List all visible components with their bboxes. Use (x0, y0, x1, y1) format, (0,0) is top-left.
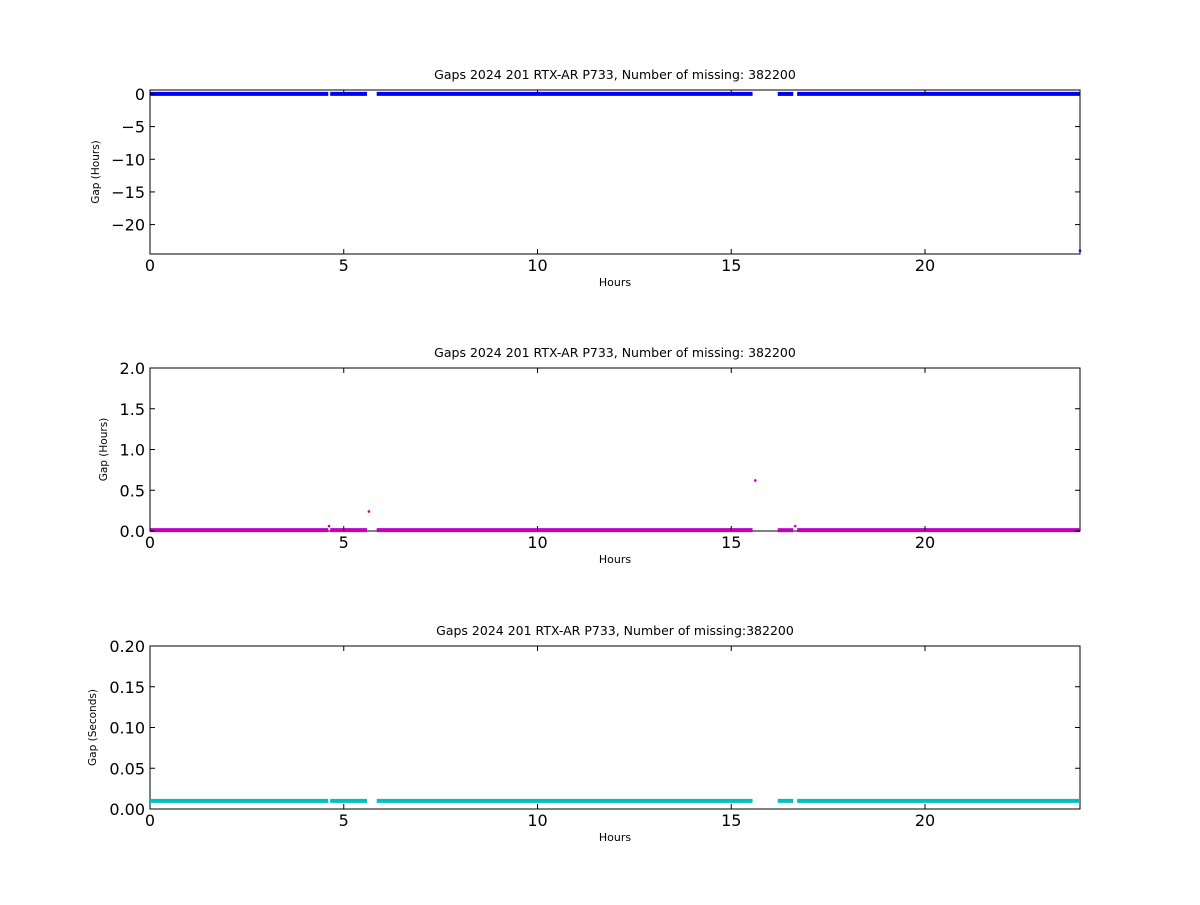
plot-frame (149, 89, 1081, 255)
data-point-1 (327, 524, 331, 528)
x-tick-label: 10 (527, 811, 547, 830)
x-tick-label: 5 (339, 533, 349, 552)
chart-title: Gaps 2024 201 RTX-AR P733, Number of mis… (434, 67, 796, 82)
x-tick-label: 15 (721, 533, 741, 552)
chart-title: Gaps 2024 201 RTX-AR P733, Number of mis… (434, 345, 796, 360)
y-tick-label: 0.20 (109, 637, 145, 656)
y-tick-label: −5 (121, 118, 145, 137)
y-tick-label: 0 (135, 85, 145, 104)
data-point-2 (367, 510, 371, 513)
subplot-3: 0 5 10 15 20 0.00 0.05 0.10 0.15 0.20 Gaps 2024 20… (87, 623, 1081, 844)
x-axis-label: Hours (599, 553, 631, 566)
data-point-3 (753, 479, 757, 482)
subplot-2: 0 5 10 15 20 0.0 0.5 1.0 1.5 2.0 Gaps 2024 201 RTX… (98, 345, 1081, 566)
x-tick-label: 20 (915, 533, 935, 552)
y-tick-label: −20 (111, 216, 145, 235)
x-tick-label: 5 (339, 811, 349, 830)
x-axis-label: Hours (599, 831, 631, 844)
x-tick-label: 5 (339, 256, 349, 275)
y-tick-label: 1.5 (120, 400, 145, 419)
plot-frame (149, 367, 1081, 532)
subplot-1: 0 5 10 15 20 0 −5 −10 −15 −20 Gaps 2024 201 RTX-AR… (90, 67, 1082, 289)
y-tick-label: −10 (111, 150, 145, 169)
y-tick-label: 0.00 (109, 800, 145, 819)
y-axis-label: Gap (Hours) (90, 140, 102, 204)
x-tick-label: 0 (145, 533, 155, 552)
x-tick-label: 15 (721, 256, 741, 275)
x-tick-label: 0 (145, 811, 155, 830)
y-axis-label: Gap (Hours) (98, 418, 110, 482)
x-tick-label: 15 (721, 811, 741, 830)
y-tick-label: 0.5 (120, 481, 145, 500)
data-point-1 (1078, 249, 1082, 253)
plot-frame (149, 645, 1081, 810)
y-tick-label: 0.15 (109, 678, 145, 697)
y-axis-label: Gap (Seconds) (87, 689, 99, 766)
x-tick-label: 10 (527, 256, 547, 275)
y-tick-label: 0.10 (109, 719, 145, 738)
data-point-4 (793, 524, 797, 528)
y-tick-label: 2.0 (120, 359, 145, 378)
y-tick-label: −15 (111, 183, 145, 202)
chart-title: Gaps 2024 201 RTX-AR P733, Number of mis… (436, 623, 794, 638)
x-axis-label: Hours (599, 276, 631, 289)
x-tick-label: 0 (145, 256, 155, 275)
y-tick-label: 0.05 (109, 759, 145, 778)
y-tick-label: 1.0 (120, 441, 145, 460)
x-tick-label: 10 (527, 533, 547, 552)
x-tick-label: 20 (915, 256, 935, 275)
y-tick-label: 0.0 (120, 522, 145, 541)
x-tick-label: 20 (915, 811, 935, 830)
